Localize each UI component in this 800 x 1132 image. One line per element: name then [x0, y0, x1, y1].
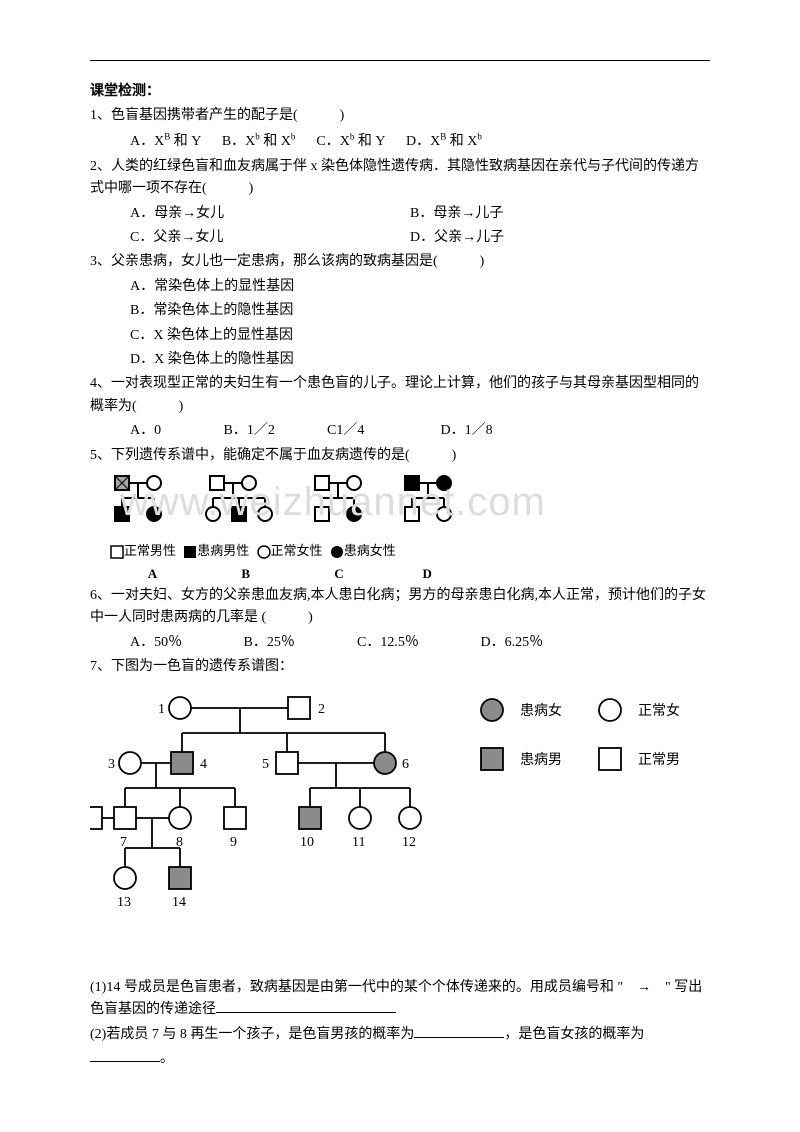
q5-text: 5、下列遗传系谱中，能确定不属于血友病遗传的是( )	[90, 445, 710, 467]
q6-options: A．50％ B．25％ C．12.5％ D．6.25％	[90, 632, 710, 654]
q2-B: B．母亲→儿子	[410, 203, 503, 225]
svg-text:6: 6	[402, 757, 409, 772]
q7-sub2: (2)若成员 7 与 8 再生一个孩子，是色盲男孩的概率为，是色盲女孩的概率为	[90, 1024, 710, 1046]
svg-text:7: 7	[120, 835, 127, 850]
svg-text:患病女: 患病女	[520, 702, 562, 719]
svg-text:14: 14	[172, 895, 186, 910]
q1-C: C．Xb 和 Y	[316, 134, 385, 149]
svg-text:3: 3	[108, 757, 115, 772]
svg-text:4: 4	[200, 757, 207, 772]
q1-options: A．XB 和 Y B．Xb 和 Xb C．Xb 和 Y D．XB 和 Xb	[90, 130, 710, 154]
q6-D: D．6.25％	[481, 635, 544, 650]
q4-A: A．0	[130, 420, 220, 442]
q2-A: A．母亲→女儿	[130, 203, 410, 225]
svg-text:5: 5	[262, 757, 269, 772]
section-title: 课堂检测：	[90, 81, 710, 103]
q2-D: D．父亲→儿子	[410, 227, 504, 249]
svg-text:1: 1	[158, 702, 165, 717]
q7-pedigree: 1 2 3 4 5 6 7 8 9 10 11 12 13 14 患病女 正常女…	[90, 688, 710, 956]
q3-C: C．X 染色体上的显性基因	[90, 325, 710, 347]
svg-text:8: 8	[176, 835, 183, 850]
q1-D: D．XB 和 Xb	[406, 134, 482, 149]
q6-text: 6、一对夫妇、女方的父亲患血友病,本人患白化病；男方的母亲患白化病,本人正常，预…	[90, 585, 710, 630]
q6-C: C．12.5％	[357, 632, 477, 654]
q1-B: B．Xb 和 Xb	[222, 134, 296, 149]
svg-text:10: 10	[300, 835, 314, 850]
q4-C: C1／4	[327, 420, 437, 442]
svg-text:11: 11	[352, 835, 365, 850]
svg-text:正常男: 正常男	[638, 752, 680, 768]
q7-sub1: (1)14 号成员是色盲患者，致病基因是由第一代中的某个个体传递来的。用成员编号…	[90, 977, 710, 1022]
svg-text:2: 2	[318, 702, 325, 717]
q2-opt-row1: A．母亲→女儿 B．母亲→儿子	[90, 203, 710, 225]
q1-text: 1、色盲基因携带者产生的配子是( )	[90, 105, 710, 127]
q7-sub2-end: 。	[90, 1048, 710, 1070]
svg-text:正常女: 正常女	[638, 702, 680, 719]
q6-B: B．25％	[244, 632, 354, 654]
q3-D: D．X 染色体上的隐性基因	[90, 349, 710, 371]
q2-opt-row2: C．父亲→女儿 D．父亲→儿子	[90, 227, 710, 249]
q7-text: 7、下图为一色盲的遗传系谱图：	[90, 656, 710, 678]
svg-text:12: 12	[402, 835, 416, 850]
q2-text: 2、人类的红绿色盲和血友病属于伴 x 染色体隐性遗传病．其隐性致病基因在亲代与子…	[90, 156, 710, 201]
top-rule	[90, 60, 710, 61]
q3-A: A．常染色体上的显性基因	[90, 276, 710, 298]
q4-B: B．1／2	[224, 420, 324, 442]
q5-legend: 正常男性 患病男性 正常女性 患病女性	[110, 541, 710, 562]
q1-A: A．XB 和 Y	[130, 134, 201, 149]
q6-A: A．50％	[130, 632, 240, 654]
q4-D: D．1／8	[441, 423, 493, 438]
svg-text:9: 9	[230, 835, 237, 850]
q2-C: C．父亲→女儿	[130, 227, 410, 249]
svg-text:13: 13	[117, 895, 131, 910]
q5-labels: A B C D	[110, 564, 710, 585]
q4-options: A．0 B．1／2 C1／4 D．1／8	[90, 420, 710, 442]
svg-text:患病男: 患病男	[520, 752, 562, 768]
q3-text: 3、父亲患病，女儿也一定患病，那么该病的致病基因是( )	[90, 251, 710, 273]
q3-B: B．常染色体上的隐性基因	[90, 300, 710, 322]
q5-pedigrees	[110, 473, 710, 537]
q4-text: 4、一对表现型正常的夫妇生有一个患色盲的儿子。理论上计算，他们的孩子与其母亲基因…	[90, 373, 710, 418]
